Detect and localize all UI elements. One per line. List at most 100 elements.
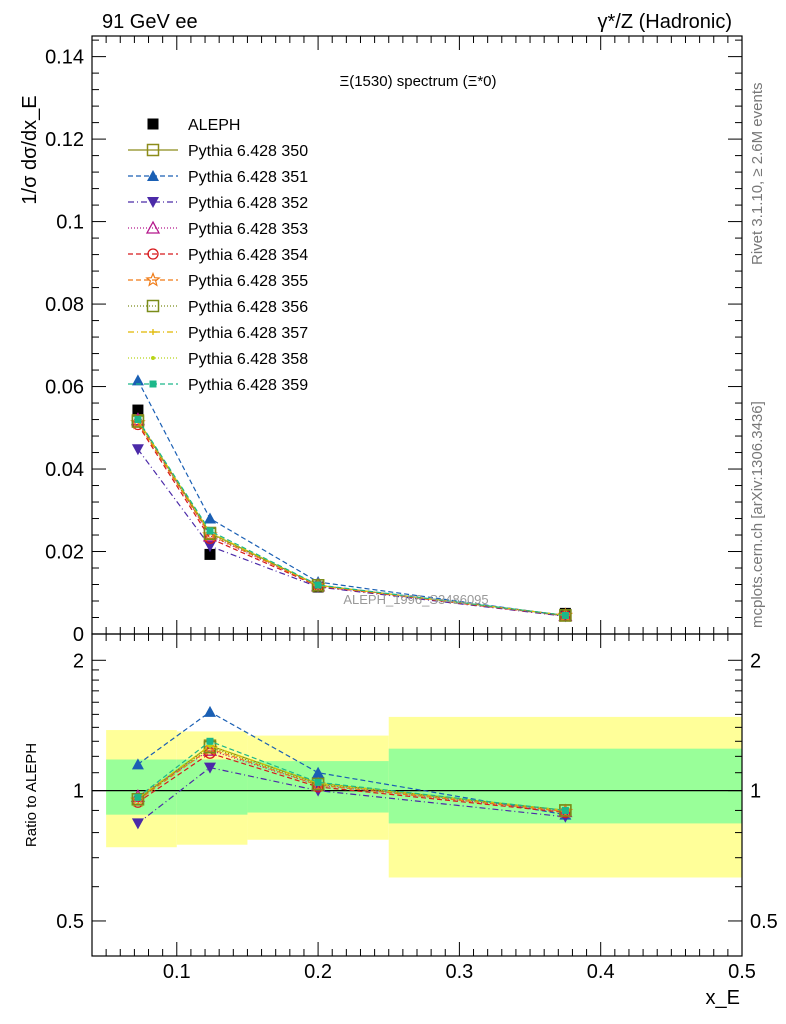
main-ylabel: 1/σ dσ/dx_E: [19, 95, 41, 204]
y-tick-label: 0.08: [45, 294, 84, 316]
header-right-label: γ*/Z (Hadronic): [598, 11, 732, 33]
x-tick-label: 0.4: [587, 961, 615, 983]
legend-marker: [151, 356, 155, 360]
ratio-point: [130, 792, 146, 807]
x-tick-label: 0.2: [304, 961, 332, 983]
main-plot-title-text: Ξ(1530) spectrum (Ξ*0): [339, 73, 496, 90]
data-point: [203, 512, 216, 524]
data-point: [561, 611, 569, 619]
ratio-point: [206, 737, 214, 745]
legend-entry: Pythia 6.428 358: [128, 351, 308, 368]
legend-marker: [149, 380, 157, 388]
legend-label: ALEPH: [188, 117, 240, 134]
data-point: [131, 444, 144, 456]
series-line: [137, 419, 566, 616]
legend-entry: ALEPH: [147, 117, 240, 134]
x-tick-label: 0.5: [728, 961, 756, 983]
legend-entry: Pythia 6.428 352: [128, 195, 308, 212]
legend-entry: Pythia 6.428 351: [128, 169, 308, 186]
data-point: [559, 609, 572, 622]
data-point: [203, 541, 216, 553]
y-tick-label: 0.1: [56, 212, 84, 234]
watermark-label: ALEPH_1996_S3486095: [343, 592, 488, 607]
ratio-point: [131, 758, 144, 770]
data-point: [134, 416, 142, 424]
x-tick-label: 0.3: [445, 961, 473, 983]
ratio-point: [203, 705, 216, 717]
ratio-point: [134, 793, 142, 801]
legend-label: Pythia 6.428 350: [188, 143, 308, 160]
legend-marker: [147, 118, 159, 130]
ratio-point: [202, 740, 218, 756]
header-left-label: 91 GeV ee: [102, 11, 198, 33]
y-tick-label: 0.14: [45, 47, 84, 69]
series-pythia-359: [134, 416, 569, 619]
x-tick-label: 0.1: [163, 961, 191, 983]
ratio-y-tick-label-right: 1: [750, 781, 761, 803]
y-tick-label: 0.12: [45, 129, 84, 151]
legend-marker: [149, 329, 157, 335]
ratio-y-tick-label: 1: [73, 781, 84, 803]
legend-marker: [146, 143, 160, 157]
legend-marker: [146, 299, 160, 313]
legend-marker: [147, 248, 159, 260]
data-point: [132, 404, 144, 416]
ratio-series-pythia-359: [134, 737, 569, 814]
legend-entry: Pythia 6.428 350: [128, 143, 308, 160]
y-tick-label: 0.02: [45, 542, 84, 564]
series-line: [137, 420, 566, 616]
series-line: [137, 380, 566, 617]
rivet-label: Rivet 3.1.10, ≥ 2.6M events: [749, 83, 766, 266]
legend-label: Pythia 6.428 358: [188, 351, 308, 368]
ratio-plot-panel: 0.5 0.5 1 1 2 2 0.1 0.2 0.3 0.4 0.5 Ratio to ALEPH…: [23, 633, 778, 1009]
data-point: [130, 414, 146, 430]
legend-label: Pythia 6.428 353: [188, 221, 308, 238]
series-pythia-355: [130, 414, 574, 623]
data-point: [131, 374, 144, 386]
ratio-y-tick-label-right: 2: [750, 650, 761, 672]
mcplots-label: mcplots.cern.ch [arXiv:1306.3436]: [749, 401, 766, 628]
ratio-xlabel: x_E: [706, 987, 740, 1009]
ratio-line: [137, 740, 566, 811]
ratio-y-tick-label: 2: [73, 650, 84, 672]
ratio-point: [131, 818, 144, 830]
ratio-point: [314, 778, 322, 786]
legend-label: Pythia 6.428 354: [188, 247, 308, 264]
legend-entry: Pythia 6.428 355: [128, 271, 308, 290]
y-tick-label: 0.06: [45, 377, 84, 399]
legend-marker: [145, 271, 161, 287]
ratio-point: [559, 804, 572, 817]
ratio-point: [312, 766, 325, 778]
legend-marker: [147, 197, 159, 208]
ratio-line: [137, 711, 566, 816]
legend-label: Pythia 6.428 359: [188, 377, 308, 394]
series-pythia-356: [131, 415, 572, 622]
y-tick-label: 0: [73, 624, 84, 646]
legend-entry: Pythia 6.428 354: [128, 247, 308, 264]
series-pythia-350: [131, 414, 572, 622]
ratio-line: [137, 752, 566, 814]
data-point: [206, 527, 214, 535]
legend-marker: [147, 170, 159, 181]
series-line: [137, 421, 566, 616]
series-pythia-354: [132, 418, 572, 622]
data-point: [204, 548, 216, 560]
legend-label: Pythia 6.428 356: [188, 299, 308, 316]
legend: ALEPH Pythia 6.428 350 Pythia 6.428 351 Pyt…: [128, 117, 308, 394]
legend-entry: Pythia 6.428 356: [128, 299, 308, 316]
legend-entry: Pythia 6.428 353: [128, 220, 308, 238]
ratio-line: [137, 748, 566, 813]
legend-entry: Pythia 6.428 357: [128, 325, 308, 342]
legend-entry: Pythia 6.428 359: [128, 377, 308, 394]
ratio-ylabel: Ratio to ALEPH: [23, 743, 40, 847]
main-plot-panel: 0 0.02 0.04 0.06 0.08 0.1 0.12 0.14 Ξ(1530) spe…: [19, 35, 743, 646]
ratio-point: [131, 793, 145, 806]
ratio-y-tick-label-right: 0.5: [750, 911, 778, 933]
legend-label: Pythia 6.428 351: [188, 169, 308, 186]
legend-label: Pythia 6.428 352: [188, 195, 308, 212]
data-point: [314, 581, 322, 589]
ratio-line: [137, 766, 566, 824]
y-tick-label: 0.04: [45, 459, 84, 481]
legend-marker: [145, 220, 161, 234]
